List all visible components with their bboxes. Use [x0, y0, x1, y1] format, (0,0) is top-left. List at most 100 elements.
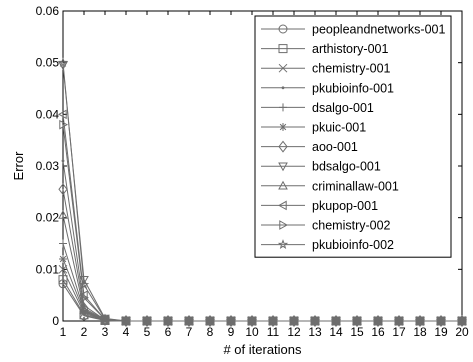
x-tick-label: 19 — [434, 325, 448, 339]
legend-label: aoo-001 — [312, 140, 358, 154]
x-tick-label: 1 — [60, 325, 67, 339]
legend-entry: peopleandnetworks-001 — [261, 23, 445, 37]
series-peopleandnetworks-001 — [58, 279, 467, 326]
series-line — [62, 279, 462, 322]
legend-label: arthistory-001 — [312, 42, 388, 56]
x-tick-label: 12 — [287, 325, 301, 339]
legend-entry: pkuic-001 — [261, 121, 366, 135]
data-point-pentagram — [225, 315, 237, 326]
data-point-pentagram — [277, 239, 289, 249]
data-point-triangle-down — [278, 162, 288, 172]
data-point-x — [278, 63, 288, 73]
x-tick-label: 2 — [81, 325, 88, 339]
legend-entry: chemistry-001 — [261, 62, 391, 76]
series-pkuic-001 — [59, 255, 466, 325]
data-point-square — [278, 44, 288, 54]
series-line — [62, 283, 462, 322]
legend-entry: aoo-001 — [261, 140, 358, 154]
legend-label: pkubioinfo-002 — [312, 238, 394, 252]
data-point-diamond — [58, 183, 68, 196]
legend-label: dsalgo-001 — [312, 101, 374, 115]
data-point-asterisk — [59, 255, 67, 263]
legend-entry: criminallaw-001 — [261, 179, 399, 193]
x-tick-label: 18 — [413, 325, 427, 339]
legend-entry: bdsalgo-001 — [261, 160, 381, 174]
y-tick-label: 0.04 — [36, 107, 60, 121]
legend: peopleandnetworks-001 arthistory-001 chemi… — [254, 15, 452, 258]
series-arthistory-001 — [58, 275, 467, 326]
legend-entry: pkubioinfo-001 — [261, 81, 394, 95]
x-tick-label: 20 — [455, 325, 469, 339]
x-tick-label: 16 — [371, 325, 385, 339]
data-point-pentagram — [435, 315, 447, 326]
y-tick-label: 0.01 — [36, 262, 60, 276]
legend-label: bdsalgo-001 — [312, 160, 381, 174]
legend-entry: pkupop-001 — [261, 199, 378, 213]
series-line — [62, 258, 462, 322]
data-point-asterisk — [80, 307, 88, 316]
data-point-pentagram — [309, 315, 321, 326]
data-point-pentagram — [414, 315, 426, 326]
y-tick-label: 0.05 — [36, 56, 60, 70]
data-point-pentagram — [330, 315, 342, 326]
data-point-pentagram — [372, 315, 384, 326]
data-point-pentagram — [99, 313, 111, 324]
data-point-pentagram — [288, 315, 300, 326]
legend-label: pkuic-001 — [312, 121, 366, 135]
data-point-pentagram — [78, 279, 90, 290]
y-axis: 0 0.01 0.02 0.03 0.04 0.05 0.06 — [36, 4, 462, 328]
data-point-triangle-left — [277, 200, 287, 211]
x-tick-label: 6 — [165, 325, 172, 339]
x-tick-label: 3 — [102, 325, 109, 339]
data-point-pentagram — [393, 315, 405, 326]
legend-label: peopleandnetworks-001 — [312, 23, 445, 37]
data-point-triangle-right — [80, 292, 90, 303]
y-axis-label: Error — [11, 151, 26, 181]
data-point-pentagram — [204, 315, 216, 326]
x-tick-label: 7 — [186, 325, 193, 339]
legend-box — [254, 15, 452, 258]
data-point-triangle-left — [57, 109, 67, 120]
x-tick-label: 5 — [144, 325, 151, 339]
x-axis-label: # of iterations — [223, 342, 302, 357]
legend-entry: chemistry-002 — [261, 219, 391, 233]
y-tick-label: 0.02 — [36, 211, 60, 225]
x-tick-label: 4 — [123, 325, 130, 339]
data-point-pentagram — [456, 315, 468, 326]
y-tick-label: 0.06 — [36, 4, 60, 18]
x-tick-label: 14 — [329, 325, 343, 339]
x-tick-label: 17 — [392, 325, 406, 339]
data-point-pentagram — [351, 315, 363, 326]
x-tick-label: 11 — [267, 325, 280, 339]
data-point-plus — [59, 239, 67, 248]
x-tick-label: 15 — [350, 325, 364, 339]
legend-label: criminallaw-001 — [312, 179, 399, 193]
data-point-pentagram — [57, 57, 69, 68]
data-point-triangle-up — [58, 210, 68, 219]
y-tick-label: 0.03 — [36, 159, 60, 173]
plot-series — [57, 57, 468, 328]
legend-label: pkupop-001 — [312, 199, 378, 213]
data-point-dot — [61, 159, 65, 163]
data-point-triangle-right — [59, 119, 69, 130]
data-point-asterisk — [279, 123, 287, 131]
data-point-plus — [279, 103, 287, 112]
legend-entry: pkubioinfo-002 — [261, 238, 394, 252]
data-point-triangle-up — [278, 180, 288, 190]
series-chemistry-001 — [58, 264, 467, 326]
data-point-pentagram — [120, 315, 132, 326]
data-point-circle — [278, 24, 288, 34]
series-pkubioinfo-002 — [57, 57, 468, 326]
data-point-pentagram — [141, 315, 153, 326]
x-tick-label: 13 — [308, 325, 322, 339]
legend-label: chemistry-001 — [312, 62, 391, 76]
x-tick-label: 8 — [207, 325, 214, 339]
data-point-pentagram — [162, 315, 174, 326]
data-point-diamond — [278, 140, 288, 153]
series-line — [62, 269, 462, 322]
legend-entry: arthistory-001 — [261, 42, 388, 56]
y-tick-label: 0 — [52, 314, 59, 328]
x-tick-label: 9 — [228, 325, 235, 339]
data-point-dot — [281, 86, 285, 90]
